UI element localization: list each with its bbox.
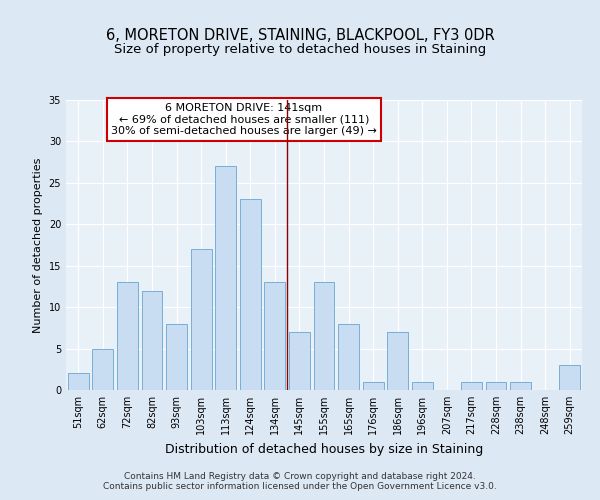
Text: Size of property relative to detached houses in Staining: Size of property relative to detached ho… bbox=[114, 42, 486, 56]
Y-axis label: Number of detached properties: Number of detached properties bbox=[33, 158, 43, 332]
Bar bbox=[265, 282, 286, 390]
Bar bbox=[461, 382, 482, 390]
Bar bbox=[68, 374, 89, 390]
Bar bbox=[117, 282, 138, 390]
Text: 6 MORETON DRIVE: 141sqm
← 69% of detached houses are smaller (111)
30% of semi-d: 6 MORETON DRIVE: 141sqm ← 69% of detache… bbox=[111, 103, 377, 136]
Bar bbox=[314, 282, 334, 390]
Bar bbox=[289, 332, 310, 390]
Text: Contains HM Land Registry data © Crown copyright and database right 2024.: Contains HM Land Registry data © Crown c… bbox=[124, 472, 476, 481]
Bar bbox=[412, 382, 433, 390]
Bar bbox=[166, 324, 187, 390]
Text: Contains public sector information licensed under the Open Government Licence v3: Contains public sector information licen… bbox=[103, 482, 497, 491]
Bar bbox=[215, 166, 236, 390]
Bar bbox=[559, 365, 580, 390]
Bar bbox=[387, 332, 408, 390]
Bar bbox=[142, 290, 163, 390]
Bar bbox=[240, 200, 261, 390]
Bar bbox=[510, 382, 531, 390]
Bar bbox=[485, 382, 506, 390]
Bar bbox=[92, 348, 113, 390]
Bar bbox=[362, 382, 383, 390]
Text: 6, MORETON DRIVE, STAINING, BLACKPOOL, FY3 0DR: 6, MORETON DRIVE, STAINING, BLACKPOOL, F… bbox=[106, 28, 494, 42]
Bar bbox=[338, 324, 359, 390]
Bar bbox=[191, 249, 212, 390]
X-axis label: Distribution of detached houses by size in Staining: Distribution of detached houses by size … bbox=[165, 442, 483, 456]
